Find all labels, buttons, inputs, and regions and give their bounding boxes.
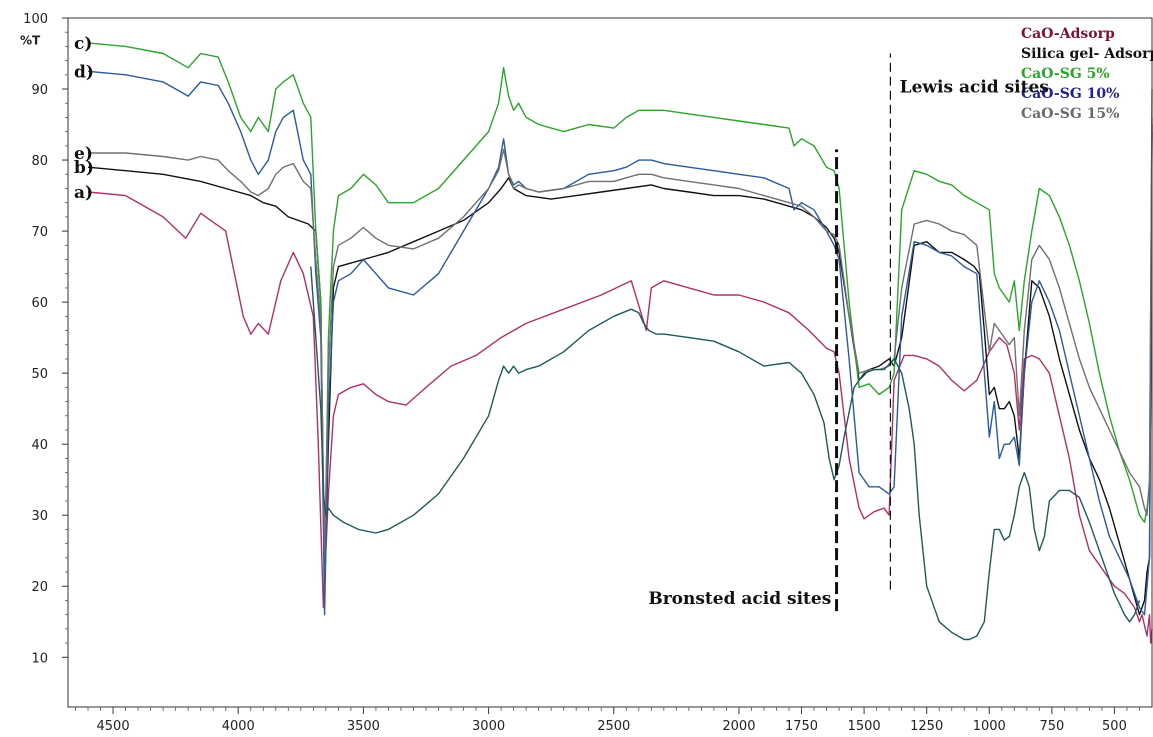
x-tick-label: 3500 xyxy=(347,719,380,734)
series-line-a xyxy=(87,191,1153,644)
y-tick-label: 100 xyxy=(23,12,48,27)
curve-tag-d: d) xyxy=(74,62,94,82)
x-tick-label: 1000 xyxy=(973,719,1006,734)
series-line-e xyxy=(88,117,1153,552)
y-tick-label: 80 xyxy=(31,154,48,169)
curve-tag-e: e) xyxy=(74,144,93,164)
x-tick-label: 1750 xyxy=(785,719,818,734)
x-tick-label: 2500 xyxy=(597,719,630,734)
x-tick-label: 500 xyxy=(1102,719,1127,734)
legend-entry: CaO-SG 5% xyxy=(1021,66,1110,82)
y-tick-label: 70 xyxy=(31,225,48,240)
axes-layer xyxy=(62,17,1153,714)
x-tick-label: 3000 xyxy=(472,719,505,734)
y-tick-label: 60 xyxy=(31,296,48,311)
curve-tag-c: c) xyxy=(74,34,92,54)
y-tick-label: 50 xyxy=(31,367,48,382)
y-tick-label: 90 xyxy=(31,83,48,98)
legend-entry: CaO-SG 10% xyxy=(1021,86,1119,102)
y-tick-label: 10 xyxy=(31,651,48,666)
curve-tag-a: a) xyxy=(74,183,93,203)
legend-entry: CaO-SG 15% xyxy=(1021,106,1119,122)
plot-frame xyxy=(67,17,1153,708)
y-tick-label: 20 xyxy=(31,580,48,595)
series-layer xyxy=(87,42,1153,644)
text-layer: 10 20 30 40 50 60 70 80 90 100 4500 4000 3500 3000 250… xyxy=(20,12,1153,734)
series-line-extra-5 xyxy=(310,266,1141,641)
x-tick-label: 1500 xyxy=(848,719,881,734)
y-tick-label: 30 xyxy=(31,509,48,524)
legend-entry: Silica gel- Adsorp xyxy=(1021,46,1153,62)
series-line-c xyxy=(87,42,1153,587)
curve-tag-b: b) xyxy=(74,158,94,178)
y-axis-label: %T xyxy=(20,33,41,47)
x-tick-label: 1250 xyxy=(910,719,943,734)
x-tick-label: 2000 xyxy=(722,719,755,734)
x-tick-label: 4000 xyxy=(222,719,255,734)
annotation-bronsted: Bronsted acid sites xyxy=(648,589,831,609)
x-tick-label: 4500 xyxy=(97,719,130,734)
reference-lines-layer xyxy=(835,53,891,612)
annotation-lewis: Lewis acid sites xyxy=(900,78,1049,98)
x-tick-label: 750 xyxy=(1039,719,1064,734)
y-tick-label: 40 xyxy=(31,438,48,453)
legend-entry: CaO-Adsorp xyxy=(1021,26,1115,42)
